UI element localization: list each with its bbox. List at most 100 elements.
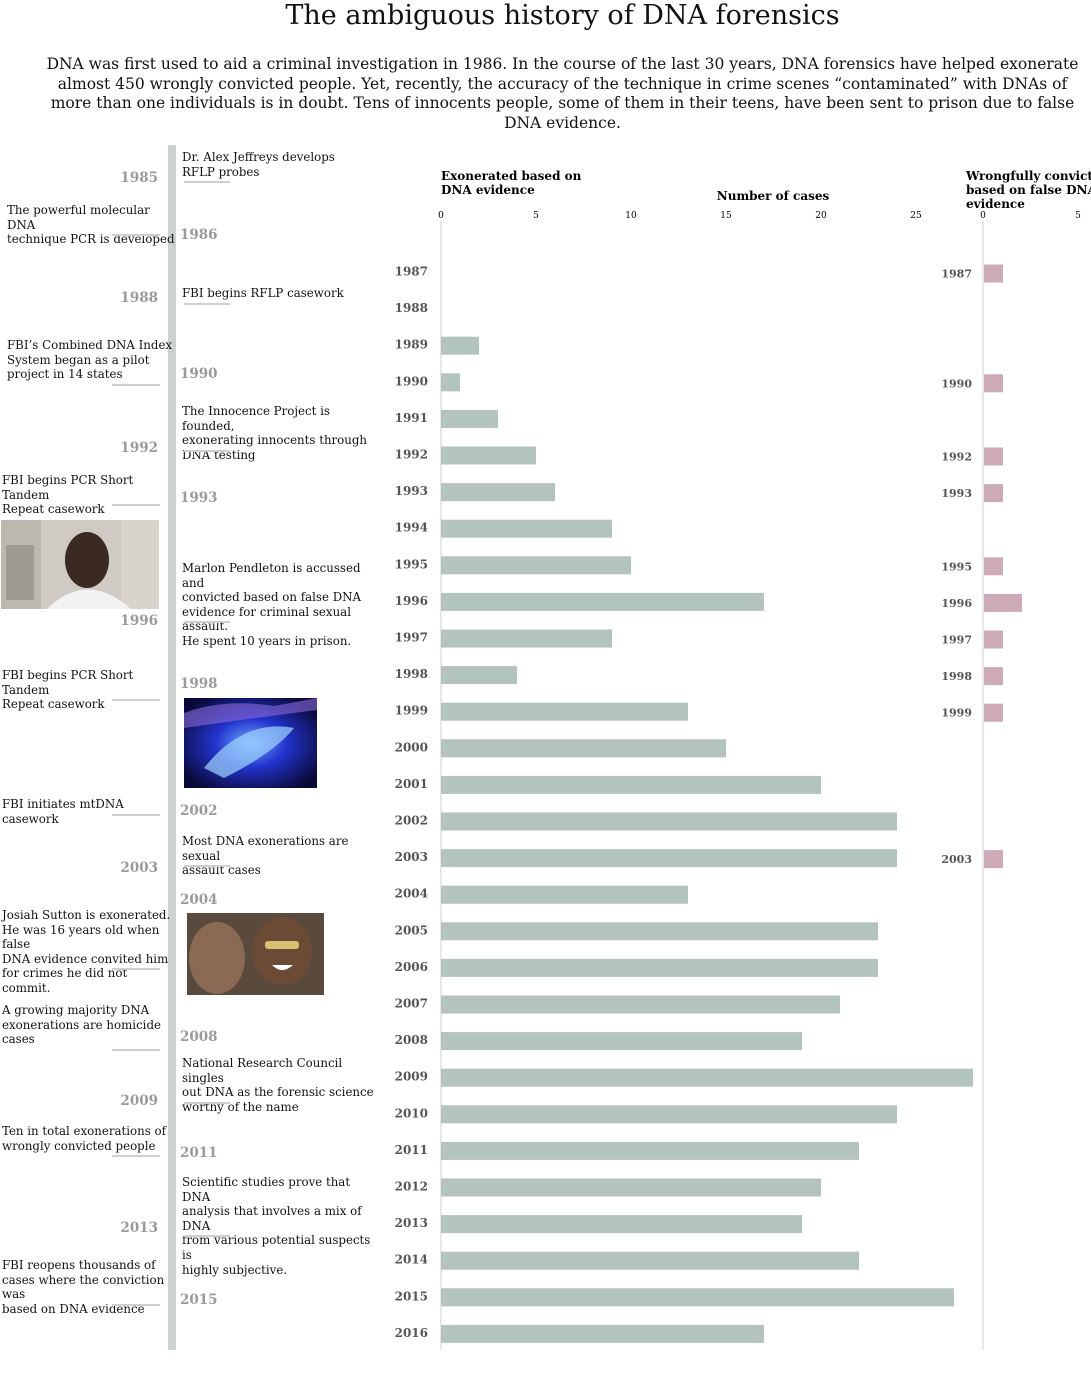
year-label-2002: 2002 — [395, 814, 428, 828]
timeline-event-2002: FBI initiates mtDNA casework — [2, 797, 124, 826]
year-label-2014: 2014 — [395, 1253, 428, 1267]
year-label-1988: 1988 — [395, 301, 428, 315]
wrongful-year-label-1996: 1996 — [941, 597, 972, 610]
x-tick-label-5: 5 — [533, 211, 539, 221]
bar-exonerated-2009 — [441, 1068, 973, 1087]
timeline-connector — [112, 1048, 160, 1051]
year-label-1990: 1990 — [395, 374, 428, 388]
year-label-1998: 1998 — [395, 667, 428, 681]
exonerated-axis-title-line2: DNA evidence — [441, 183, 535, 197]
wrongful-year-label-1990: 1990 — [941, 377, 972, 390]
timeline-connector — [112, 504, 160, 507]
timeline-year-1993: 1993 — [180, 490, 218, 506]
timeline-year-1986: 1986 — [180, 227, 218, 243]
bar-exonerated-2013 — [441, 1215, 802, 1234]
timeline-event-2004: Josiah Sutton is exonerated. He was 16 ye… — [2, 908, 171, 995]
timeline-connector — [184, 181, 230, 184]
bar-exonerated-2014 — [441, 1251, 859, 1270]
bar-exonerated-2000 — [441, 739, 726, 758]
timeline-connector — [184, 621, 230, 624]
timeline-event-1988: FBI begins RFLP casework — [182, 286, 344, 300]
timeline-year-1992: 1992 — [120, 440, 158, 456]
bar-exonerated-2005 — [441, 922, 878, 941]
bar-wrongful-1992 — [984, 447, 1003, 466]
bar-wrongful-1999 — [984, 703, 1003, 722]
timeline-connector — [112, 383, 160, 386]
timeline-year-1985: 1985 — [120, 170, 158, 186]
year-label-2001: 2001 — [395, 777, 428, 791]
year-label-2000: 2000 — [395, 740, 428, 754]
timeline-event-1992: The Innocence Project is founded, exonera… — [182, 404, 368, 462]
bar-exonerated-2011 — [441, 1141, 859, 1160]
timeline-connector — [184, 449, 230, 452]
timeline-year-2004: 2004 — [180, 892, 218, 908]
bar-wrongful-1993 — [984, 484, 1003, 503]
timeline-connector — [184, 1235, 230, 1238]
timeline-year-2011: 2011 — [180, 1145, 218, 1161]
x-axis-label: Number of cases — [717, 189, 830, 203]
bar-wrongful-1987 — [984, 264, 1003, 283]
timeline-year-1990: 1990 — [180, 366, 218, 382]
timeline-year-2013: 2013 — [120, 1220, 158, 1236]
wrongful-year-label-1992: 1992 — [941, 451, 972, 464]
year-label-2011: 2011 — [395, 1143, 428, 1157]
x-tick-label-25: 25 — [910, 211, 922, 221]
wrongful-year-label-1993: 1993 — [941, 487, 972, 500]
timeline-year-2015: 2015 — [180, 1292, 218, 1308]
bar-exonerated-1992 — [441, 446, 536, 465]
exonerated-axis-title-line1: Exonerated based on — [441, 169, 582, 183]
intro-paragraph: DNA was first used to aid a criminal inv… — [46, 55, 1079, 132]
bar-exonerated-2015 — [441, 1288, 954, 1307]
timeline-event-1993: FBI begins PCR Short Tandem Repeat casewo… — [2, 473, 134, 517]
bar-exonerated-1997 — [441, 629, 612, 648]
year-label-1992: 1992 — [395, 448, 428, 462]
timeline-connector — [112, 234, 160, 237]
year-label-1993: 1993 — [395, 484, 428, 498]
bar-wrongful-1995 — [984, 557, 1003, 576]
bar-exonerated-1999 — [441, 702, 688, 721]
x-tick-label-0: 0 — [438, 211, 444, 221]
wrongful-year-label-1995: 1995 — [941, 560, 972, 573]
year-label-2015: 2015 — [395, 1289, 428, 1303]
bar-exonerated-2016 — [441, 1324, 764, 1343]
timeline-event-2013: Scientific studies prove that DNA analysi… — [182, 1175, 371, 1277]
bar-wrongful-1998 — [984, 667, 1003, 686]
wrongful-year-label-1998: 1998 — [941, 670, 972, 683]
year-label-2009: 2009 — [395, 1070, 428, 1084]
wrongful-axis-title-line1: Wrongfully convicted — [965, 169, 1091, 183]
wrongful-x-tick-label-5: 5 — [1075, 211, 1081, 221]
timeline-connector — [112, 1155, 160, 1158]
dna-gel-photo — [184, 698, 317, 788]
bar-exonerated-1995 — [441, 556, 631, 575]
year-label-2003: 2003 — [395, 850, 428, 864]
josiah-sutton-photo — [187, 913, 324, 995]
bar-exonerated-2008 — [441, 1032, 802, 1051]
year-label-2013: 2013 — [395, 1216, 428, 1230]
year-label-1987: 1987 — [395, 265, 428, 279]
wrongful-year-label-1997: 1997 — [941, 634, 972, 647]
wrongful-year-label-1987: 1987 — [941, 268, 972, 281]
timeline-year-1996: 1996 — [120, 613, 158, 629]
bar-exonerated-2007 — [441, 995, 840, 1014]
timeline-event-1998: FBI begins PCR Short Tandem Repeat casewo… — [2, 668, 134, 712]
timeline-year-1998: 1998 — [180, 676, 218, 692]
bar-exonerated-2003 — [441, 849, 897, 868]
timeline-connector — [112, 1303, 160, 1306]
bar-wrongful-1996 — [984, 593, 1022, 612]
year-label-2012: 2012 — [395, 1180, 428, 1194]
year-label-1991: 1991 — [395, 411, 428, 425]
bar-exonerated-2006 — [441, 958, 878, 977]
bar-exonerated-1989 — [441, 336, 479, 355]
year-label-2005: 2005 — [395, 923, 428, 937]
year-label-1989: 1989 — [395, 338, 428, 352]
wrongful-axis-title-line3: evidence — [966, 197, 1025, 211]
year-label-2007: 2007 — [395, 997, 428, 1011]
x-tick-label-20: 20 — [815, 211, 827, 221]
timeline-event-2008: A growing majority DNA exonerations are h… — [2, 1003, 161, 1047]
year-label-1994: 1994 — [395, 521, 428, 535]
bar-wrongful-2003 — [984, 850, 1003, 869]
timeline-event-1990: FBI’s Combined DNA Index System began as … — [7, 338, 173, 382]
year-label-1997: 1997 — [395, 631, 428, 645]
bar-exonerated-1991 — [441, 409, 498, 428]
